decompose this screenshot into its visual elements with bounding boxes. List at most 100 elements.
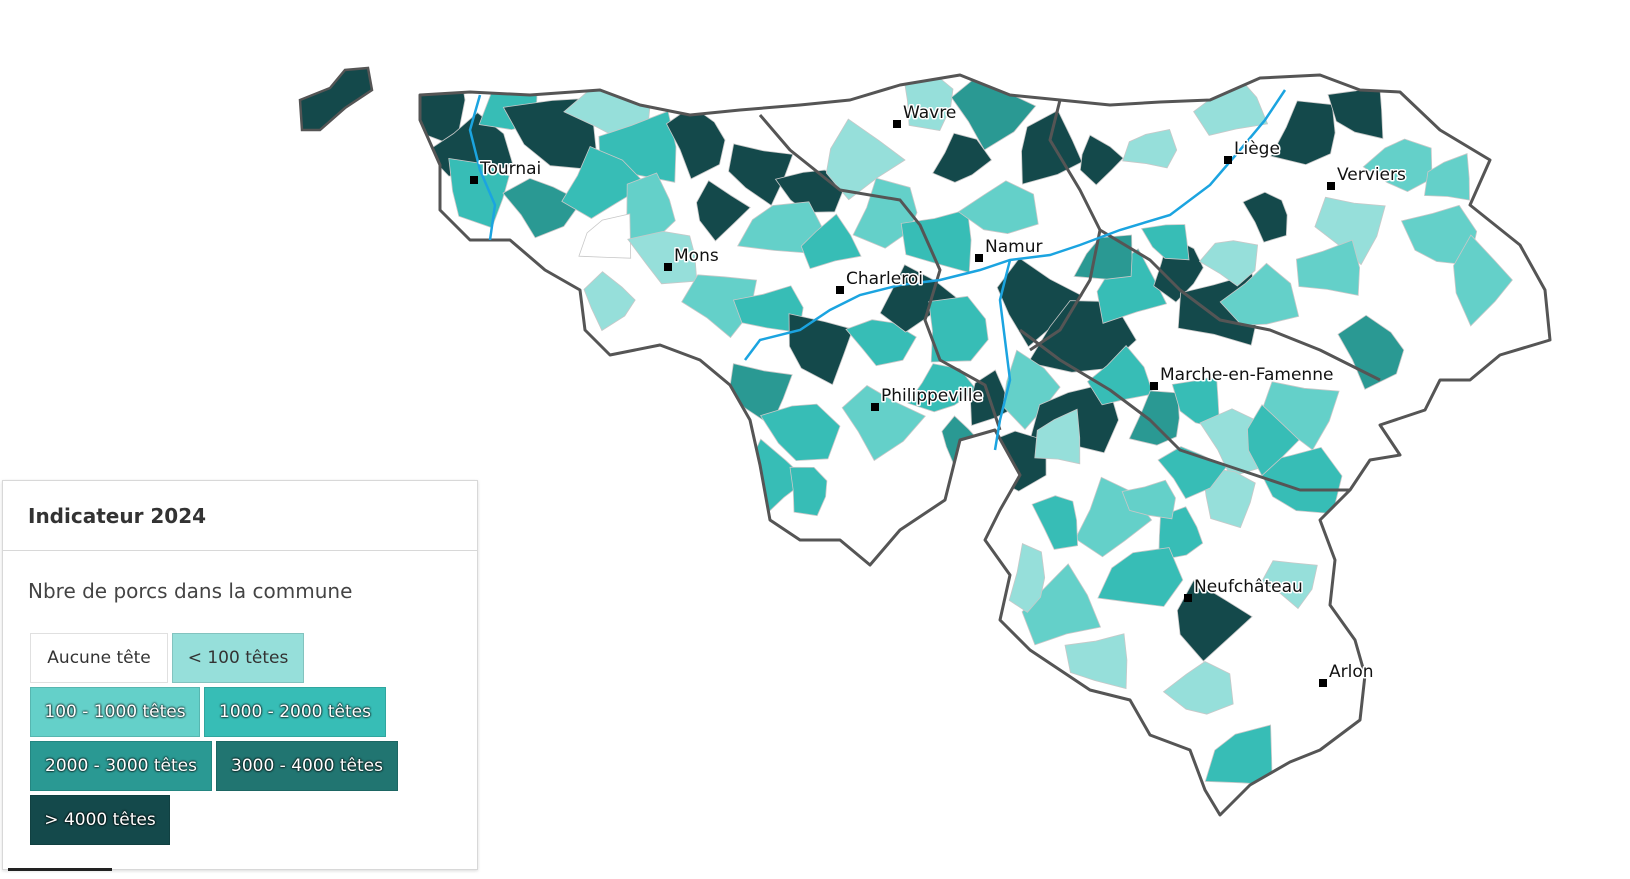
city-neufchateau[interactable]: Neufchâteau [1184, 576, 1304, 602]
commune-polygon[interactable] [1270, 100, 1336, 166]
commune-polygon[interactable] [950, 75, 1037, 151]
city-label: Wavre [903, 103, 956, 123]
commune-polygon[interactable] [789, 466, 828, 517]
legend-title: Indicateur 2024 [3, 481, 477, 551]
commune-polygon[interactable] [1261, 560, 1318, 610]
commune-polygon[interactable] [728, 143, 794, 206]
city-mons[interactable]: Mons [664, 245, 720, 271]
commune-polygon[interactable] [696, 180, 751, 242]
commune-polygon[interactable] [561, 145, 648, 219]
commune-polygon[interactable] [681, 274, 758, 339]
commune-polygon[interactable] [1453, 234, 1513, 327]
city-label: Charleroi [846, 269, 923, 289]
city-label: Liège [1234, 139, 1280, 159]
commune-polygons[interactable] [382, 51, 1513, 786]
city-label: Neufchâteau [1194, 577, 1303, 597]
commune-polygon[interactable] [1219, 262, 1300, 326]
city-marche[interactable]: Marche-en-Famenne [1150, 364, 1335, 390]
commune-polygon[interactable] [732, 285, 804, 333]
commune-polygon[interactable] [1140, 224, 1190, 261]
legend-classes: Aucune tête < 100 têtes 100 - 1000 têtes… [30, 633, 398, 849]
commune-polygon[interactable] [1002, 349, 1061, 430]
region-base [420, 75, 1550, 815]
commune-polygon[interactable] [583, 271, 636, 332]
city-charleroi[interactable]: Charleroi [836, 268, 924, 294]
commune-polygon[interactable] [932, 132, 993, 183]
commune-polygon[interactable] [578, 213, 632, 259]
city-marker-icon [975, 254, 983, 262]
commune-polygon[interactable] [1121, 479, 1176, 520]
legend-class-0[interactable]: Aucune tête [30, 633, 168, 683]
commune-polygon[interactable] [382, 51, 466, 147]
commune-exclave-comines[interactable] [298, 66, 374, 132]
commune-polygon[interactable] [1242, 191, 1288, 243]
commune-polygon[interactable] [1247, 404, 1300, 477]
commune-polygon[interactable] [1400, 204, 1478, 266]
city-label: Marche-en-Famenne [1160, 365, 1333, 385]
commune-polygon[interactable] [825, 118, 906, 201]
city-marker-icon [470, 176, 478, 184]
city-label: Tournai [479, 159, 541, 179]
legend-subtitle: Nbre de porcs dans la commune [28, 579, 353, 603]
legend-class-3[interactable]: 1000 - 2000 têtes [204, 687, 386, 737]
commune-polygon[interactable] [1204, 724, 1273, 786]
city-marker-icon [1319, 679, 1327, 687]
commune-polygon[interactable] [902, 73, 954, 132]
legend-class-2[interactable]: 100 - 1000 têtes [30, 687, 200, 737]
commune-polygon[interactable] [737, 201, 824, 254]
commune-polygon[interactable] [852, 177, 918, 249]
commune-polygon[interactable] [1295, 239, 1361, 296]
legend-class-6[interactable]: > 4000 têtes [30, 795, 170, 845]
city-markers: Wavre Tournai Liège Verviers Namur Mons Charle… [470, 102, 1407, 687]
commune-polygon[interactable] [1260, 381, 1340, 451]
city-marker-icon [664, 263, 672, 271]
legend-class-5[interactable]: 3000 - 4000 têtes [216, 741, 398, 791]
city-marker-icon [871, 403, 879, 411]
city-tournai[interactable]: Tournai [470, 158, 543, 184]
city-label: Mons [674, 246, 719, 266]
commune-polygon[interactable] [665, 105, 726, 180]
commune-polygon[interactable] [1424, 153, 1470, 201]
commune-polygon[interactable] [1362, 138, 1433, 193]
commune-polygon[interactable] [1122, 129, 1178, 169]
city-label: Arlon [1329, 662, 1374, 682]
commune-polygon[interactable] [1073, 234, 1133, 280]
commune-polygon[interactable] [967, 430, 1047, 492]
commune-polygon[interactable] [1031, 495, 1079, 550]
city-liege[interactable]: Liège [1224, 138, 1281, 164]
commune-polygon[interactable] [957, 180, 1039, 235]
legend-class-4[interactable]: 2000 - 3000 têtes [30, 741, 212, 791]
legend-underline [8, 868, 112, 871]
commune-polygon[interactable] [1158, 506, 1204, 561]
commune-polygon[interactable] [759, 403, 841, 462]
city-marker-icon [1150, 382, 1158, 390]
legend-panel: Indicateur 2024 Nbre de porcs dans la co… [2, 480, 478, 871]
commune-polygon[interactable] [1193, 75, 1269, 136]
commune-polygon[interactable] [841, 385, 926, 462]
commune-polygon[interactable] [845, 319, 917, 367]
commune-polygon[interactable] [1128, 390, 1180, 446]
commune-polygon[interactable] [1034, 408, 1081, 465]
commune-polygon[interactable] [1079, 134, 1124, 186]
commune-polygon[interactable] [1198, 240, 1259, 287]
city-verviers[interactable]: Verviers [1327, 164, 1407, 190]
commune-polygon[interactable] [1162, 661, 1234, 715]
commune-polygon[interactable] [996, 257, 1083, 348]
city-marker-icon [1224, 156, 1232, 164]
commune-polygon[interactable] [627, 230, 698, 285]
city-wavre[interactable]: Wavre [893, 102, 958, 128]
commune-polygon[interactable] [1097, 547, 1184, 607]
city-arlon[interactable]: Arlon [1319, 661, 1375, 687]
commune-polygon[interactable] [928, 295, 989, 363]
commune-polygon[interactable] [1337, 314, 1405, 390]
city-philippeville[interactable]: Philippeville [871, 385, 984, 411]
city-marker-icon [893, 120, 901, 128]
province-borders [418, 73, 1552, 817]
city-namur[interactable]: Namur [975, 236, 1044, 262]
commune-polygon[interactable] [800, 213, 862, 270]
commune-polygon[interactable] [1064, 633, 1128, 690]
commune-polygon[interactable] [1008, 543, 1046, 613]
commune-polygon[interactable] [788, 313, 854, 386]
legend-class-1[interactable]: < 100 têtes [172, 633, 304, 683]
